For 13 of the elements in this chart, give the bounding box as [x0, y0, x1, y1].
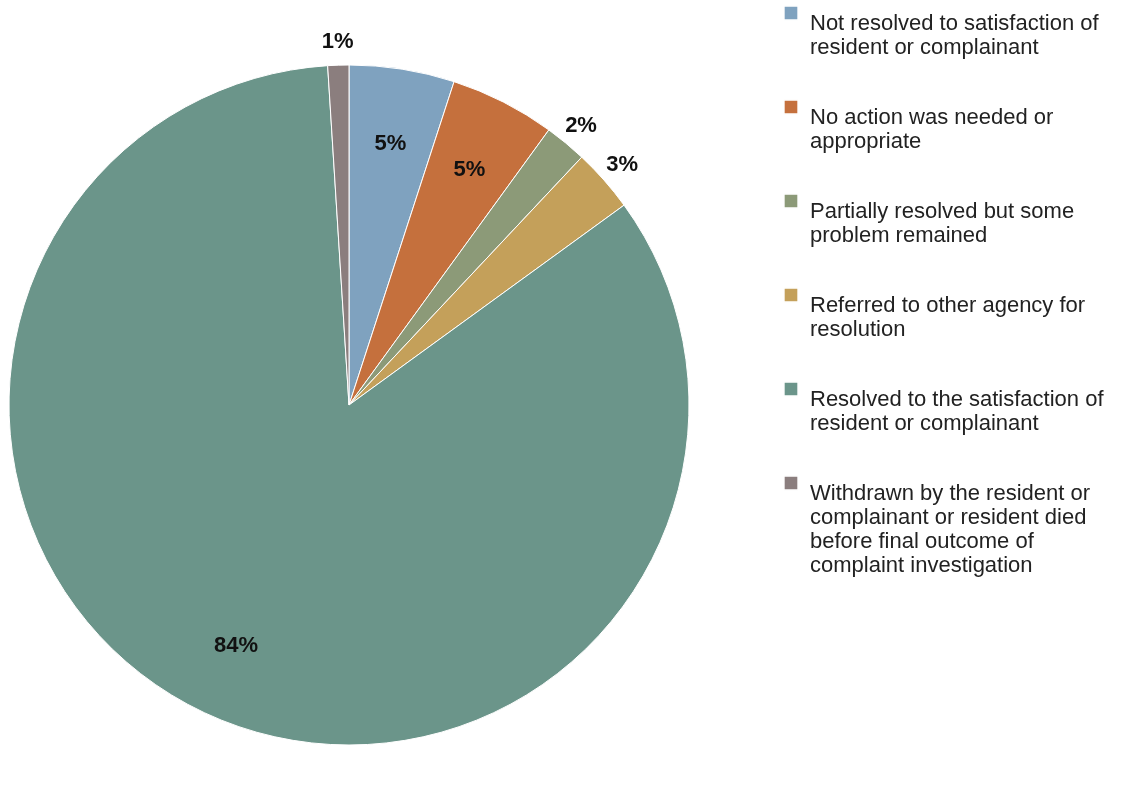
legend-label: Partially resolved but some problem remained [810, 198, 1075, 247]
pie-slice [8, 65, 690, 746]
data-label: 1% [321, 28, 354, 54]
data-label: 3% [606, 151, 638, 177]
data-label: 5% [374, 130, 407, 156]
legend-label: Withdrawn by the resident or complainant or resident died before final outcome of complaint investigation [810, 480, 1091, 577]
data-label: 84% [214, 631, 259, 657]
legend-label: Referred to other agency for resolution [810, 292, 1086, 341]
legend-label: Resolved to the satisfaction of resident or complainant [810, 386, 1105, 435]
legend-label: No action was needed or appropriate [810, 104, 1054, 153]
legend-label: Not resolved to satisfaction of resident or complainant [810, 10, 1100, 59]
data-label: 5% [453, 155, 486, 181]
data-label: 2% [565, 111, 597, 137]
